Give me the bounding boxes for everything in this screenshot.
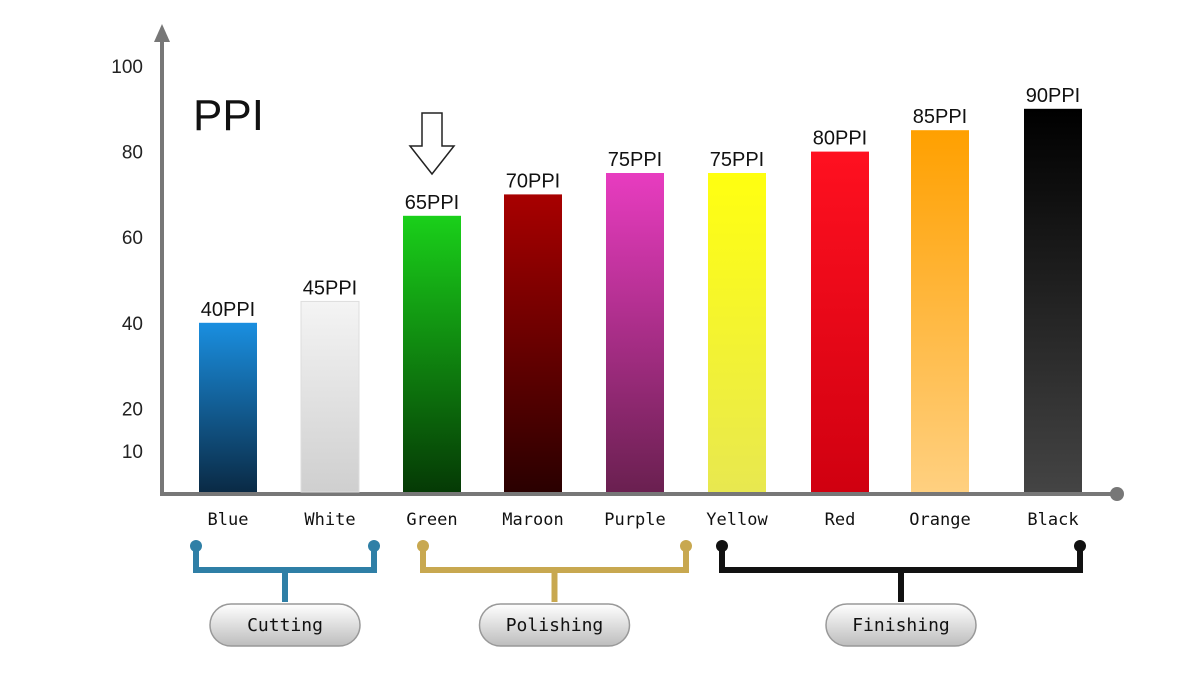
group-pill [478,603,631,647]
data-label: 40PPI [201,299,255,321]
y-tick-label: 100 [111,57,143,78]
down-arrow-icon [408,112,456,176]
bar-blue [199,322,257,492]
x-tick-label: White [304,510,355,530]
x-axis-end-dot-icon [1110,487,1124,501]
y-tick-label: 10 [122,442,143,463]
x-tick-label: Red [825,510,856,530]
bar-orange [911,130,969,492]
group-pill [825,603,977,647]
bar-green [403,215,461,493]
y-tick-label: 40 [122,314,143,335]
group-bracket-polishing: Polishing [417,540,692,647]
data-label: 70PPI [506,170,560,192]
x-tick-label: Green [406,510,457,530]
data-label: 85PPI [913,106,967,128]
data-label: 75PPI [608,149,662,171]
y-tick-label: 60 [122,228,143,249]
y-tick-label: 20 [122,399,143,420]
data-label: 80PPI [813,128,867,150]
data-label: 90PPI [1026,85,1080,107]
x-tick-label: Purple [604,510,665,530]
bar-maroon [504,194,562,492]
data-label: 75PPI [710,149,764,171]
group-label: Finishing [852,615,950,636]
x-tick-label: Blue [208,510,249,530]
bar-white [300,300,360,493]
group-bracket-finishing: Finishing [716,540,1086,647]
group-label: Cutting [247,615,323,636]
bar-yellow [708,173,766,492]
bar-black [1024,108,1082,493]
data-label: 45PPI [303,277,357,299]
x-tick-label: Orange [909,510,970,530]
bar-purple [606,173,664,492]
y-tick-label: 80 [122,143,143,164]
x-tick-label: Yellow [706,510,768,530]
group-pill [209,603,361,647]
group-label: Polishing [506,615,604,636]
group-bracket-cutting: Cutting [190,540,380,647]
axes [154,24,1124,501]
x-tick-label: Maroon [502,510,563,530]
bar-red [811,151,869,492]
x-tick-label: Black [1027,510,1078,530]
y-axis-arrow-icon [154,24,170,42]
chart-title: PPI [193,91,264,140]
data-label: 65PPI [405,192,459,214]
